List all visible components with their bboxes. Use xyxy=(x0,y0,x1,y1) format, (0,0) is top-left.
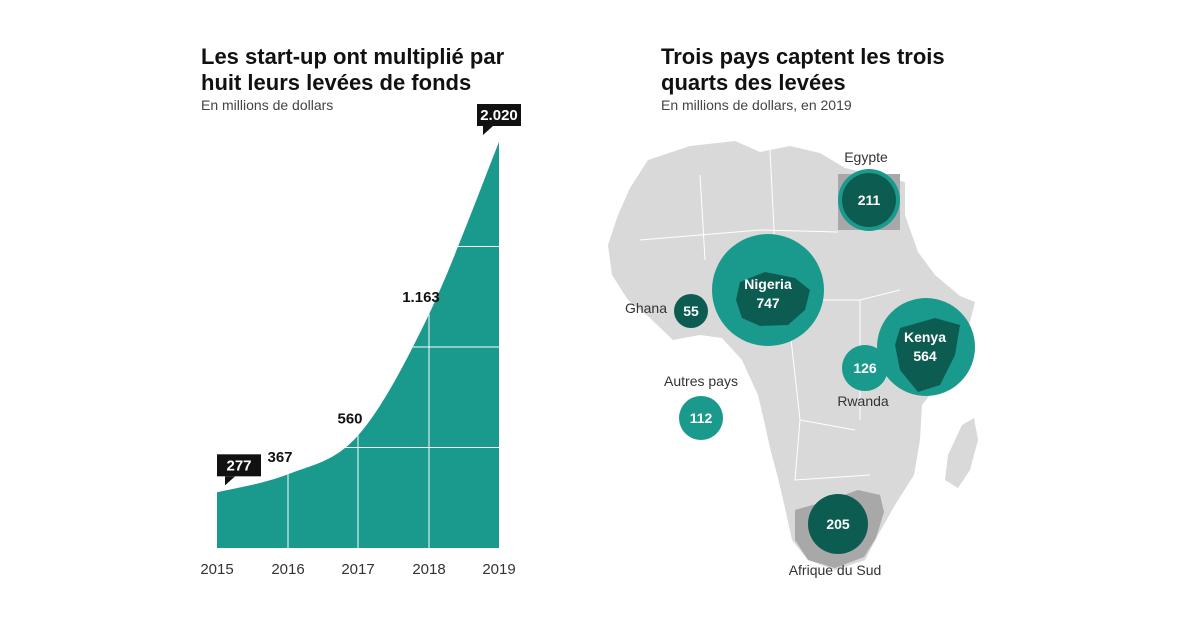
x-tick-label: 2015 xyxy=(200,561,233,578)
bubble-ghana-circle xyxy=(674,294,708,328)
bubble-rwanda-value: 126 xyxy=(853,360,877,376)
label-afrique-du-sud: Afrique du Sud xyxy=(789,562,882,578)
border-line xyxy=(794,419,871,481)
x-tick-label: 2017 xyxy=(341,561,374,578)
bubble-ghana-value: 55 xyxy=(683,303,699,319)
madagascar-shape xyxy=(945,418,978,488)
x-tick-label: 2018 xyxy=(412,561,445,578)
bubble-autres-pays: 112 Autres pays xyxy=(664,373,738,440)
nigeria-shape xyxy=(736,272,810,326)
kenya-shape xyxy=(895,318,960,392)
x-tick-label: 2019 xyxy=(482,561,515,578)
bubble-nigeria-value: 747 xyxy=(756,295,780,311)
bubble-rwanda: 126 Rwanda xyxy=(837,345,889,409)
bubble-egypt: 211 Egypte xyxy=(838,149,900,231)
bubble-ghana: 55 Ghana xyxy=(625,294,708,328)
data-label: 1.163 xyxy=(402,289,440,306)
bubble-nigeria: Nigeria 747 xyxy=(712,234,824,346)
border-line xyxy=(699,174,706,261)
data-label: 2.020 xyxy=(480,107,518,124)
border-line xyxy=(639,229,839,241)
bubble-kenya-name: Kenya xyxy=(904,329,946,345)
data-label: 560 xyxy=(337,410,362,427)
bubble-afrique-du-sud: 205 Afrique du Sud xyxy=(789,494,882,578)
value-callout-pointer xyxy=(483,126,493,135)
bubble-kenya: Kenya 564 xyxy=(877,298,975,396)
label-egypt: Egypte xyxy=(844,149,888,165)
bubble-autres-pays-value: 112 xyxy=(690,410,713,426)
right-chart-subtitle: En millions de dollars, en 2019 xyxy=(661,97,852,113)
bubble-kenya-value: 564 xyxy=(913,348,937,364)
x-tick-label: 2016 xyxy=(271,561,304,578)
africa-continent-shape xyxy=(608,141,975,570)
data-label: 367 xyxy=(267,449,292,466)
bubble-rwanda-circle xyxy=(842,345,888,391)
value-callout-pointer xyxy=(225,476,235,486)
value-callout-box xyxy=(217,454,261,477)
bubble-afrique-du-sud-value: 205 xyxy=(826,516,850,532)
bubble-egypt-core xyxy=(842,173,896,227)
bubble-afrique-du-sud-circle xyxy=(808,494,868,554)
label-autres-pays: Autres pays xyxy=(664,373,738,389)
value-callout-box xyxy=(477,104,521,126)
bubble-egypt-value: 211 xyxy=(858,192,881,208)
left-chart-title: Les start-up ont multiplié par huit leur… xyxy=(201,44,505,95)
label-rwanda: Rwanda xyxy=(837,393,889,409)
data-label: 277 xyxy=(226,457,251,474)
label-ghana: Ghana xyxy=(625,300,667,316)
right-chart-title: Trois pays captent les trois quarts des … xyxy=(661,44,945,95)
left-chart-subtitle: En millions de dollars xyxy=(201,97,334,113)
bubble-nigeria-name: Nigeria xyxy=(744,276,792,292)
bubble-autres-pays-circle xyxy=(679,396,723,440)
